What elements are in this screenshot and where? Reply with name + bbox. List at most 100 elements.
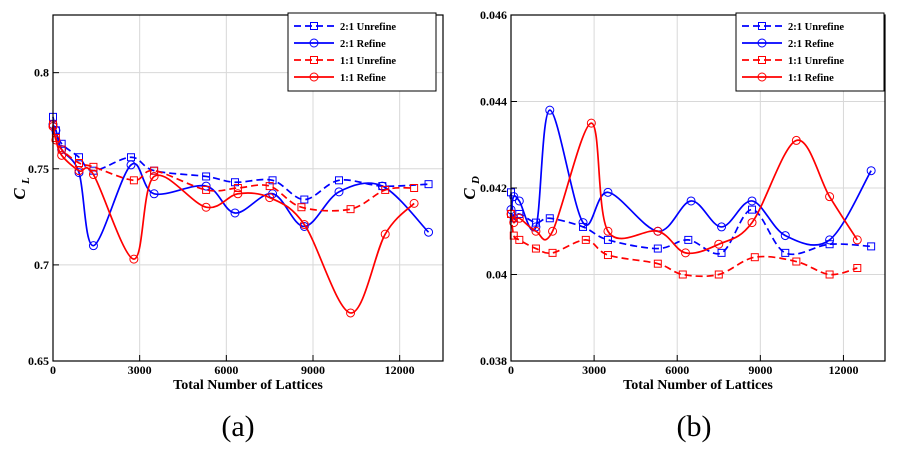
legend-label: 1:1 Refine [788,73,834,84]
legend-marker [309,72,319,82]
data-point [509,192,519,202]
legend-label: 2:1 Unrefine [340,22,396,33]
data-point [381,185,390,194]
data-point [653,226,663,236]
data-point [233,189,243,199]
data-point [149,171,159,181]
data-point [150,166,159,175]
data-point [265,182,274,191]
data-point [866,166,876,176]
data-point [791,135,801,145]
data-point [202,185,211,194]
data-point [531,244,540,253]
data-point [88,241,98,251]
data-point [265,193,275,203]
data-point [424,180,433,189]
y-tick-label: 0.046 [480,8,507,22]
data-point [714,270,723,279]
data-point [717,222,727,232]
data-point [586,118,596,128]
y-axis-symbol: C [460,188,479,200]
data-point [74,166,84,176]
data-point [346,308,356,318]
x-tick-label: 12000 [828,363,858,377]
data-point [334,187,344,197]
data-point [233,184,242,192]
legend-box [735,12,885,92]
data-point [51,135,61,145]
data-point [853,264,862,273]
x-tick-label: 3000 [128,363,152,377]
legend-marker [757,38,767,48]
data-point [653,259,662,268]
data-point [201,202,211,212]
plot-frame [52,14,444,362]
legend-marker [758,56,766,64]
data-point [268,176,277,185]
legend-label: 2:1 Unrefine [788,22,844,33]
y-axis-subscript: D [470,176,482,185]
data-point [603,235,612,244]
data-point [300,195,309,204]
data-point [686,196,696,206]
x-tick-label: 9000 [301,363,325,377]
data-point [678,270,687,279]
legend-marker [757,72,767,82]
legend-marker [310,56,318,64]
data-point [747,196,757,206]
data-point [545,105,555,115]
data-point [409,198,419,208]
data-point [548,248,557,257]
data-point [825,270,834,279]
series-line-4 [52,126,415,314]
x-tick-label: 6000 [665,363,689,377]
data-point [792,257,801,266]
data-point [578,218,588,228]
data-point [57,150,67,160]
data-point [684,235,693,244]
legend-marker [309,38,319,48]
data-point [514,213,524,223]
series-line-3 [52,124,415,212]
data-point [714,239,724,249]
data-point [335,176,343,185]
y-tick-label: 0.65 [28,354,49,368]
data-point [509,231,518,240]
data-point [748,205,757,214]
data-point [299,220,309,230]
data-point [88,170,98,180]
legend-label: 2:1 Refine [340,39,386,50]
legend: 2:1 Unrefine 2:1 Refine 1:1 Unrefine 1:1 Re… [735,12,885,92]
y-tick-label: 0.04 [486,268,507,282]
legend-marker [310,22,318,30]
legend-label: 1:1 Refine [340,73,386,84]
y-tick-label: 0.038 [480,354,507,368]
x-tick-label: 3000 [582,363,606,377]
data-point [230,208,240,218]
series-line-3 [510,213,858,278]
chart-panel-1: 0 3000 6000 9000 12000 0.65 0.7 0.75 0.8 Total Nu… [10,12,444,443]
data-point [747,218,757,228]
chart-panel-2: 0 3000 6000 9000 12000 0.038 0.04 0.042 0.044 0.0… [460,8,886,443]
y-tick-label: 0.042 [480,181,507,195]
legend: 2:1 Unrefine 2:1 Refine 1:1 Unrefine 1:1 Re… [287,12,437,92]
y-tick-label: 0.75 [28,162,49,176]
y-axis-label: CL [10,177,32,200]
x-tick-label: 9000 [748,363,772,377]
panel-caption: (b) [677,410,712,443]
y-tick-label: 0.8 [34,66,49,80]
data-point [603,251,612,260]
data-point [825,192,835,202]
data-point [545,214,554,223]
x-axis-label: Total Number of Lattices [173,378,323,393]
x-tick-label: 6000 [214,363,238,377]
x-tick-label: 0 [50,363,56,377]
data-point [867,242,876,251]
data-point [781,248,790,257]
data-point [515,235,524,244]
y-axis-label: CD [460,176,482,200]
data-point [514,196,524,206]
data-point [750,253,759,262]
legend-label: 2:1 Refine [788,39,834,50]
